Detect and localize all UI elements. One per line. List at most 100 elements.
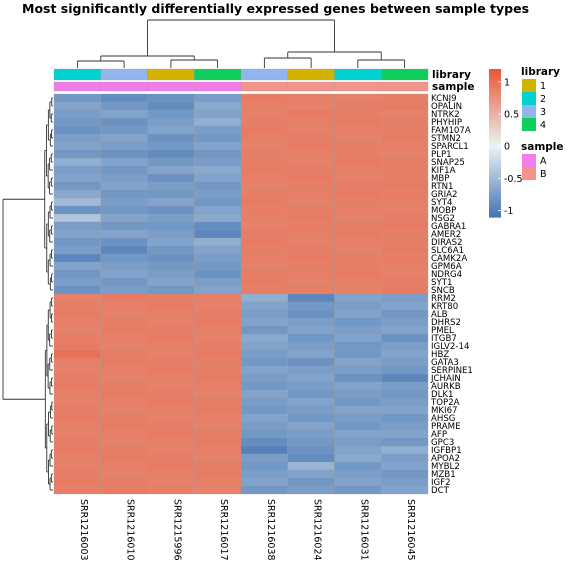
heatmap-cell (288, 118, 335, 126)
heatmap-cell (381, 174, 428, 182)
annotation-legend-title: sample (521, 141, 564, 153)
heatmap-cell (381, 390, 428, 398)
heatmap-cell (381, 294, 428, 302)
heatmap-cell (335, 262, 382, 270)
heatmap-cell (288, 286, 335, 294)
heatmap-cell (101, 358, 148, 366)
heatmap-cell (148, 270, 195, 278)
heatmap-cell (381, 262, 428, 270)
heatmap-cell (381, 238, 428, 246)
heatmap-cell (288, 478, 335, 486)
heatmap-cell (288, 230, 335, 238)
heatmap-cell (194, 462, 241, 470)
heatmap-cell (381, 94, 428, 102)
heatmap-cell (148, 406, 195, 414)
colorbar-tick-label: 1 (504, 77, 510, 88)
heatmap-cell (54, 198, 101, 206)
heatmap-cell (335, 382, 382, 390)
heatmap-cell (194, 366, 241, 374)
heatmap-cell (101, 318, 148, 326)
heatmap-cell (335, 278, 382, 286)
heatmap-cell (381, 102, 428, 110)
heatmap-cell (148, 150, 195, 158)
heatmap-cell (148, 302, 195, 310)
heatmap-cell (148, 174, 195, 182)
heatmap-cell (335, 254, 382, 262)
heatmap-cell (194, 350, 241, 358)
heatmap-cell (194, 198, 241, 206)
heatmap-cell (381, 414, 428, 422)
heatmap-cell (288, 246, 335, 254)
heatmap-cell (335, 214, 382, 222)
heatmap-cell (335, 134, 382, 142)
heatmap-cell (148, 310, 195, 318)
library-annotation-cell (54, 69, 101, 80)
heatmap-cell (335, 478, 382, 486)
library-track-label: library (432, 69, 471, 81)
heatmap-cell (335, 486, 382, 494)
heatmap-cell (381, 446, 428, 454)
heatmap-cell (381, 310, 428, 318)
heatmap-cell (101, 246, 148, 254)
heatmap-cell (381, 350, 428, 358)
heatmap-cell (335, 358, 382, 366)
heatmap-cell (101, 134, 148, 142)
heatmap-cell (335, 366, 382, 374)
heatmap-cell (101, 390, 148, 398)
heatmap-cell (54, 150, 101, 158)
heatmap-cell (288, 190, 335, 198)
heatmap-cell (335, 454, 382, 462)
heatmap-cell (288, 454, 335, 462)
heatmap-cell (194, 422, 241, 430)
heatmap-cell (54, 246, 101, 254)
heatmap-cell (148, 214, 195, 222)
heatmap-cell (148, 398, 195, 406)
heatmap-cell (335, 430, 382, 438)
heatmap-cell (54, 134, 101, 142)
heatmap-cell (241, 470, 288, 478)
heatmap-cell (241, 190, 288, 198)
heatmap-cell (288, 94, 335, 102)
sample-annotation-cell (381, 82, 428, 91)
heatmap-cell (241, 358, 288, 366)
heatmap-cell (148, 414, 195, 422)
heatmap-cell (54, 326, 101, 334)
heatmap-cell (288, 374, 335, 382)
heatmap-cell (101, 334, 148, 342)
heatmap-cell (54, 462, 101, 470)
heatmap-cell (194, 470, 241, 478)
heatmap-cell (381, 334, 428, 342)
heatmap-cell (54, 110, 101, 118)
heatmap-cell (381, 286, 428, 294)
heatmap-cell (194, 238, 241, 246)
annotation-legend-swatch (522, 167, 536, 180)
heatmap-cell (381, 198, 428, 206)
heatmap-cell (241, 446, 288, 454)
heatmap-cell (101, 102, 148, 110)
heatmap-cell (241, 310, 288, 318)
heatmap-cell (381, 342, 428, 350)
heatmap-cell (381, 358, 428, 366)
heatmap-cell (241, 294, 288, 302)
annotation-legend: library1234sampleAB (521, 66, 564, 180)
heatmap-cell (335, 334, 382, 342)
heatmap-cell (101, 294, 148, 302)
heatmap-cell (335, 326, 382, 334)
heatmap-cell (194, 222, 241, 230)
heatmap-cell (194, 254, 241, 262)
heatmap-cell (241, 382, 288, 390)
heatmap-cell (148, 134, 195, 142)
heatmap-cell (335, 318, 382, 326)
heatmap-cell (381, 214, 428, 222)
heatmap-cell (241, 110, 288, 118)
annotation-legend-swatch (522, 79, 536, 92)
heatmap-cell (241, 182, 288, 190)
annotation-legend-label: 4 (540, 120, 546, 131)
heatmap-cell (241, 302, 288, 310)
heatmap-cell (148, 334, 195, 342)
heatmap-cell (148, 326, 195, 334)
heatmap-cell (194, 446, 241, 454)
heatmap-cell (148, 390, 195, 398)
